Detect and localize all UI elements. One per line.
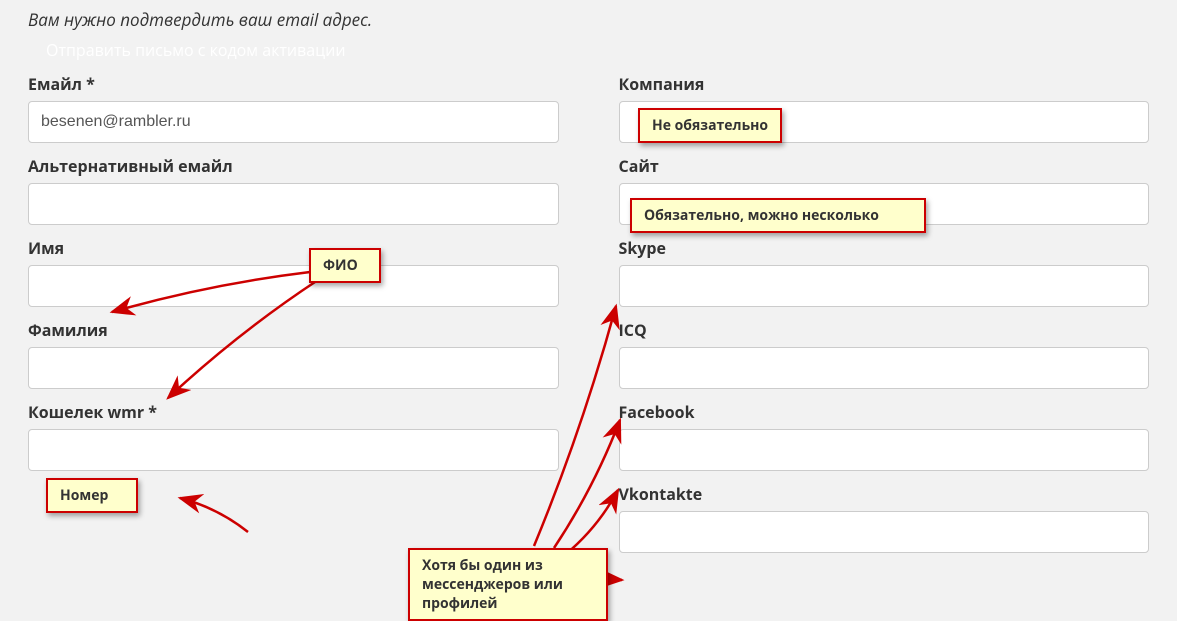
- label-wmr: Кошелек wmr *: [28, 401, 559, 423]
- input-wmr[interactable]: [28, 429, 559, 471]
- input-company[interactable]: [619, 101, 1150, 143]
- input-site[interactable]: [619, 183, 1150, 225]
- label-facebook: Facebook: [619, 401, 1150, 423]
- field-company: Компания: [619, 73, 1150, 143]
- input-facebook[interactable]: [619, 429, 1150, 471]
- field-wmr: Кошелек wmr *: [28, 401, 559, 471]
- input-alt-email[interactable]: [28, 183, 559, 225]
- confirm-email-notice: Вам нужно подтвердить ваш email адрес.: [0, 0, 1177, 31]
- label-alt-email: Альтернативный емайл: [28, 155, 559, 177]
- input-first-name[interactable]: [28, 265, 559, 307]
- label-first-name: Имя: [28, 237, 559, 259]
- field-first-name: Имя: [28, 237, 559, 307]
- field-vkontakte: Vkontakte: [619, 483, 1150, 553]
- send-activation-link[interactable]: Отправить письмо с кодом активации: [0, 31, 1177, 65]
- field-skype: Skype: [619, 237, 1150, 307]
- form-columns: Емайл * Альтернативный емайл Имя Фамилия…: [0, 65, 1177, 565]
- input-last-name[interactable]: [28, 347, 559, 389]
- input-skype[interactable]: [619, 265, 1150, 307]
- input-icq[interactable]: [619, 347, 1150, 389]
- left-column: Емайл * Альтернативный емайл Имя Фамилия…: [28, 73, 559, 565]
- label-icq: ICQ: [619, 319, 1150, 341]
- field-facebook: Facebook: [619, 401, 1150, 471]
- label-email: Емайл *: [28, 73, 559, 95]
- label-site: Сайт: [619, 155, 1150, 177]
- label-skype: Skype: [619, 237, 1150, 259]
- input-email[interactable]: [28, 101, 559, 143]
- field-alt-email: Альтернативный емайл: [28, 155, 559, 225]
- input-vkontakte[interactable]: [619, 511, 1150, 553]
- label-company: Компания: [619, 73, 1150, 95]
- field-icq: ICQ: [619, 319, 1150, 389]
- field-site: Сайт: [619, 155, 1150, 225]
- field-email: Емайл *: [28, 73, 559, 143]
- label-vkontakte: Vkontakte: [619, 483, 1150, 505]
- field-last-name: Фамилия: [28, 319, 559, 389]
- label-last-name: Фамилия: [28, 319, 559, 341]
- right-column: Компания Сайт Skype ICQ Facebook Vkontak…: [619, 73, 1150, 565]
